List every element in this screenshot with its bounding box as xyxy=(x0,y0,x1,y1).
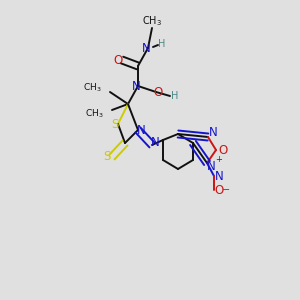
Text: N: N xyxy=(214,169,224,182)
Text: −: − xyxy=(222,185,230,195)
Text: N: N xyxy=(136,124,146,136)
Text: O: O xyxy=(153,85,163,98)
Text: CH$_3$: CH$_3$ xyxy=(142,14,162,28)
Text: N: N xyxy=(208,127,217,140)
Text: H: H xyxy=(158,39,166,49)
Text: N: N xyxy=(151,136,159,148)
Text: CH$_3$: CH$_3$ xyxy=(85,108,104,120)
Text: N: N xyxy=(142,41,150,55)
Text: S: S xyxy=(111,118,119,130)
Text: O: O xyxy=(218,143,228,157)
Text: +: + xyxy=(216,154,222,164)
Text: N: N xyxy=(207,160,215,172)
Text: CH$_3$: CH$_3$ xyxy=(83,82,102,94)
Text: O: O xyxy=(113,53,123,67)
Text: H: H xyxy=(171,91,179,101)
Text: S: S xyxy=(103,151,111,164)
Text: O: O xyxy=(214,184,224,196)
Text: N: N xyxy=(132,80,140,92)
